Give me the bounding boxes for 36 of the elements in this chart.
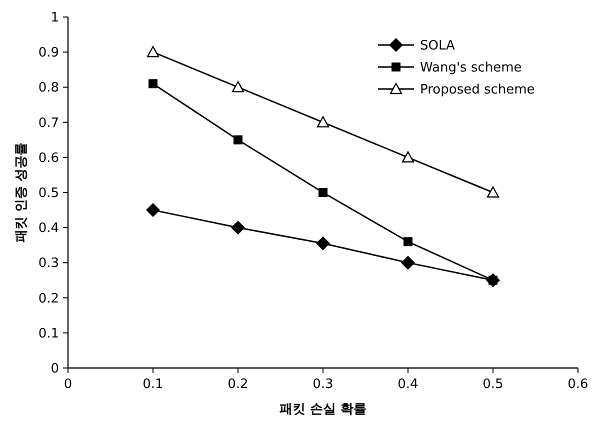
y-tick-label: 0.5: [38, 186, 59, 201]
legend-label: SOLA: [420, 38, 456, 54]
y-tick-label: 0.1: [38, 326, 59, 342]
point: [316, 236, 330, 250]
point: [318, 188, 328, 197]
x-tick-label: 0.6: [568, 377, 588, 392]
y-tick-label: 0.7: [38, 116, 59, 131]
point: [232, 81, 244, 92]
y-tick-label: 0: [50, 362, 59, 376]
y-tick-label: 0.2: [38, 291, 59, 306]
y-tick-label: 0.3: [38, 256, 59, 272]
y-axis-title: 패킷 인증 성공률: [14, 142, 29, 243]
x-tick-label: 0: [64, 377, 72, 392]
point: [148, 79, 158, 88]
y-tick-label: 0.8: [38, 80, 59, 96]
legend-label: Proposed scheme: [420, 82, 535, 98]
point: [404, 237, 412, 246]
x-tick-label: 0.5: [482, 377, 504, 392]
x-tick-label: 0.2: [228, 377, 248, 392]
x-tick-label: 0.3: [312, 377, 334, 392]
point: [486, 186, 500, 198]
x-tick-label: 0.4: [398, 377, 418, 392]
point: [316, 116, 330, 128]
y-tick-label: 0.6: [38, 150, 59, 166]
y-tick-label: 1: [50, 10, 59, 26]
point: [231, 220, 245, 235]
point: [146, 46, 160, 58]
point: [234, 135, 242, 144]
x-axis-title: 패킷 손실 확률: [279, 402, 367, 417]
point: [402, 151, 414, 162]
point: [146, 203, 160, 218]
y-tick-label: 0.9: [38, 46, 59, 61]
y-tick-label: 0.4: [38, 221, 59, 236]
legend-label: Wang's scheme: [420, 60, 522, 76]
point: [401, 256, 415, 270]
x-tick-label: 0.1: [142, 377, 164, 392]
